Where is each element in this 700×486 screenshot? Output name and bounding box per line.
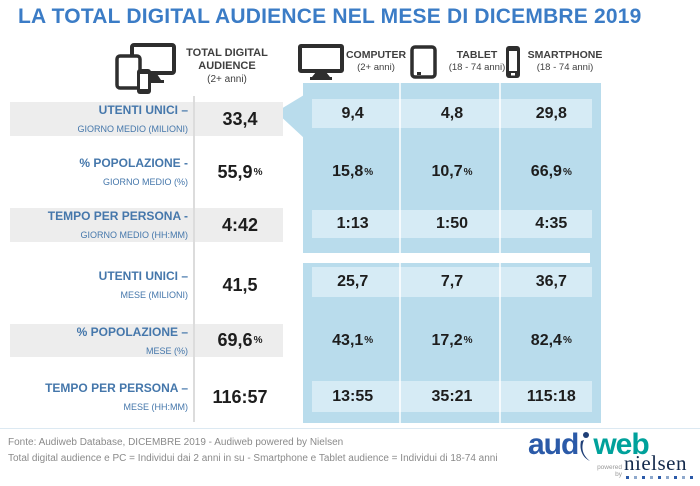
computer-label: COMPUTER bbox=[345, 49, 407, 61]
column-header-tablet: TABLET (18 - 74 anni) bbox=[436, 49, 518, 74]
panel-values-row4: 25,7 7,7 36,7 bbox=[303, 267, 601, 297]
footer-note: Total digital audience e PC = Individui … bbox=[8, 453, 498, 464]
value-stripe-row6 bbox=[312, 381, 592, 412]
tda-value-row1: 33,4 bbox=[222, 108, 258, 129]
row-label-utenti-unici-mese: UTENTI UNICI – MESE (MILIONI) bbox=[98, 269, 188, 300]
column-header-smartphone: SMARTPHONE (18 - 74 anni) bbox=[523, 49, 607, 74]
panel-values-row2: 15,8% 10,7% 66,9% bbox=[303, 155, 601, 189]
cell-smartphone: 115:18 bbox=[526, 387, 576, 405]
tda-value-row3: 4:42 bbox=[221, 214, 259, 235]
powered-by-label: powered by bbox=[597, 464, 622, 478]
value-stripe-row1 bbox=[312, 99, 592, 128]
desktop-icon bbox=[298, 44, 344, 80]
cell-computer: 1:13 bbox=[336, 215, 369, 232]
value-stripe-row3 bbox=[312, 210, 592, 238]
cell-tablet: 35:21 bbox=[431, 387, 473, 405]
tda-value-row6: 116:57 bbox=[212, 386, 268, 407]
tablet-sublabel: (18 - 74 anni) bbox=[448, 62, 506, 73]
value-stripe-row4 bbox=[312, 267, 592, 297]
cell-tablet: 10,7% bbox=[431, 163, 473, 180]
percent-sign: % bbox=[463, 166, 473, 178]
cell-tablet: 7,7 bbox=[440, 273, 464, 290]
tda-label: TOTAL DIGITAL AUDIENCE bbox=[186, 47, 268, 72]
audiweb-swoosh-icon bbox=[580, 432, 591, 461]
column-header-computer: COMPUTER (2+ anni) bbox=[344, 49, 408, 74]
tda-value-row5: 69,6% bbox=[217, 330, 263, 350]
footer-source: Fonte: Audiweb Database, DICEMBRE 2019 -… bbox=[8, 437, 344, 448]
computer-sublabel: (2+ anni) bbox=[357, 62, 395, 73]
row-label-tempo-giorno: TEMPO PER PERSONA - GIORNO MEDIO (HH:MM) bbox=[47, 209, 188, 240]
percent-sign: % bbox=[253, 335, 263, 346]
smartphone-label: SMARTPHONE bbox=[527, 49, 603, 61]
percent-sign: % bbox=[562, 166, 572, 178]
cell-tablet: 1:50 bbox=[435, 215, 468, 232]
cell-smartphone: 36,7 bbox=[535, 273, 567, 290]
tablet-label: TABLET bbox=[456, 49, 498, 61]
panel-values-row3: 1:13 1:50 4:35 bbox=[303, 210, 601, 238]
footer-divider bbox=[0, 428, 700, 429]
tablet-icon bbox=[410, 45, 437, 79]
cell-smartphone: 4:35 bbox=[535, 215, 568, 232]
cell-computer: 15,8% bbox=[332, 163, 374, 180]
row-label-tempo-mese: TEMPO PER PERSONA – MESE (HH:MM) bbox=[45, 381, 188, 412]
nielsen-logo: nielsen bbox=[624, 451, 687, 475]
percent-sign: % bbox=[562, 335, 572, 346]
cell-smartphone: 66,9% bbox=[530, 163, 572, 180]
label-value-separator bbox=[193, 96, 195, 422]
audiweb-logo-web: web bbox=[593, 428, 649, 461]
percent-sign: % bbox=[364, 335, 374, 346]
cell-smartphone: 29,8 bbox=[535, 104, 567, 122]
cell-computer: 25,7 bbox=[337, 273, 369, 290]
cell-computer: 9,4 bbox=[341, 104, 364, 122]
cell-smartphone: 82,4% bbox=[530, 331, 572, 349]
audiweb-logo: aud web bbox=[528, 428, 650, 464]
percent-sign: % bbox=[463, 335, 473, 346]
tda-sublabel: (2+ anni) bbox=[207, 74, 247, 85]
panel-section-gap bbox=[303, 253, 590, 263]
cell-computer: 43,1% bbox=[332, 331, 374, 349]
percent-sign: % bbox=[364, 166, 374, 178]
cell-tablet: 4,8 bbox=[440, 104, 464, 122]
page-title: LA TOTAL DIGITAL AUDIENCE NEL MESE DI DI… bbox=[18, 5, 642, 28]
cell-tablet: 17,2% bbox=[431, 331, 473, 349]
panel-values-row1: 9,4 4,8 29,8 bbox=[303, 99, 601, 128]
smartphone-icon bbox=[506, 46, 520, 78]
multi-device-icon bbox=[115, 43, 176, 94]
tda-value-row4: 41,5 bbox=[222, 274, 258, 295]
label-stripe-row1 bbox=[10, 102, 283, 136]
panel-beak bbox=[276, 95, 304, 138]
smartphone-sublabel: (18 - 74 anni) bbox=[536, 62, 594, 73]
row-label-popolazione-mese: % POPOLAZIONE – MESE (%) bbox=[76, 324, 188, 356]
panel-values-row6: 13:55 35:21 115:18 bbox=[303, 381, 601, 412]
label-stripe-row5 bbox=[10, 324, 283, 357]
column-header-tda: TOTAL DIGITAL AUDIENCE (2+ anni) bbox=[178, 47, 276, 86]
panel-values-row5: 43,1% 17,2% 82,4% bbox=[303, 324, 601, 357]
nielsen-dots bbox=[626, 476, 693, 479]
tda-value-row2: 55,9% bbox=[217, 161, 263, 182]
row-label-utenti-unici-giorno: UTENTI UNICI – GIORNO MEDIO (MILIONI) bbox=[77, 103, 188, 134]
label-stripe-row3 bbox=[10, 208, 283, 242]
audiweb-logo-aud: aud bbox=[528, 428, 579, 461]
cell-computer: 13:55 bbox=[332, 387, 374, 405]
row-label-popolazione-giorno: % POPOLAZIONE - GIORNO MEDIO (%) bbox=[79, 156, 188, 187]
percent-sign: % bbox=[253, 166, 263, 178]
